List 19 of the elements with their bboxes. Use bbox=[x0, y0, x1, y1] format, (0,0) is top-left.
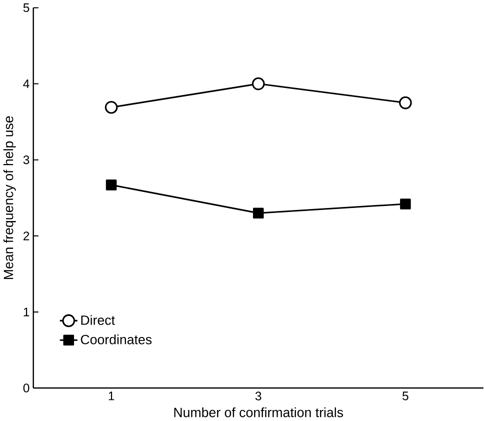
y-tick-label: 3 bbox=[23, 156, 30, 164]
y-tick-label: 0 bbox=[23, 384, 30, 393]
legend-label: Coordinates bbox=[80, 334, 152, 344]
legend-label: Direct bbox=[81, 315, 115, 326]
point bbox=[106, 180, 117, 191]
y-tick-label: 2 bbox=[23, 232, 30, 240]
point bbox=[252, 208, 264, 219]
point bbox=[400, 198, 411, 210]
y-tick-label: 5 bbox=[23, 4, 30, 12]
point bbox=[399, 96, 412, 110]
point bbox=[252, 78, 265, 90]
x-tick-label: 1 bbox=[108, 392, 114, 400]
y-axis-title: Mean frequency of help use bbox=[3, 116, 16, 280]
y-tick-label: 1 bbox=[24, 308, 30, 316]
point bbox=[104, 101, 118, 114]
x-tick-label: 5 bbox=[402, 392, 408, 400]
y-tick-label: 4 bbox=[23, 80, 30, 88]
x-tick-label: 3 bbox=[255, 392, 262, 401]
x-axis-title: Number of confirmation trials bbox=[174, 408, 344, 418]
